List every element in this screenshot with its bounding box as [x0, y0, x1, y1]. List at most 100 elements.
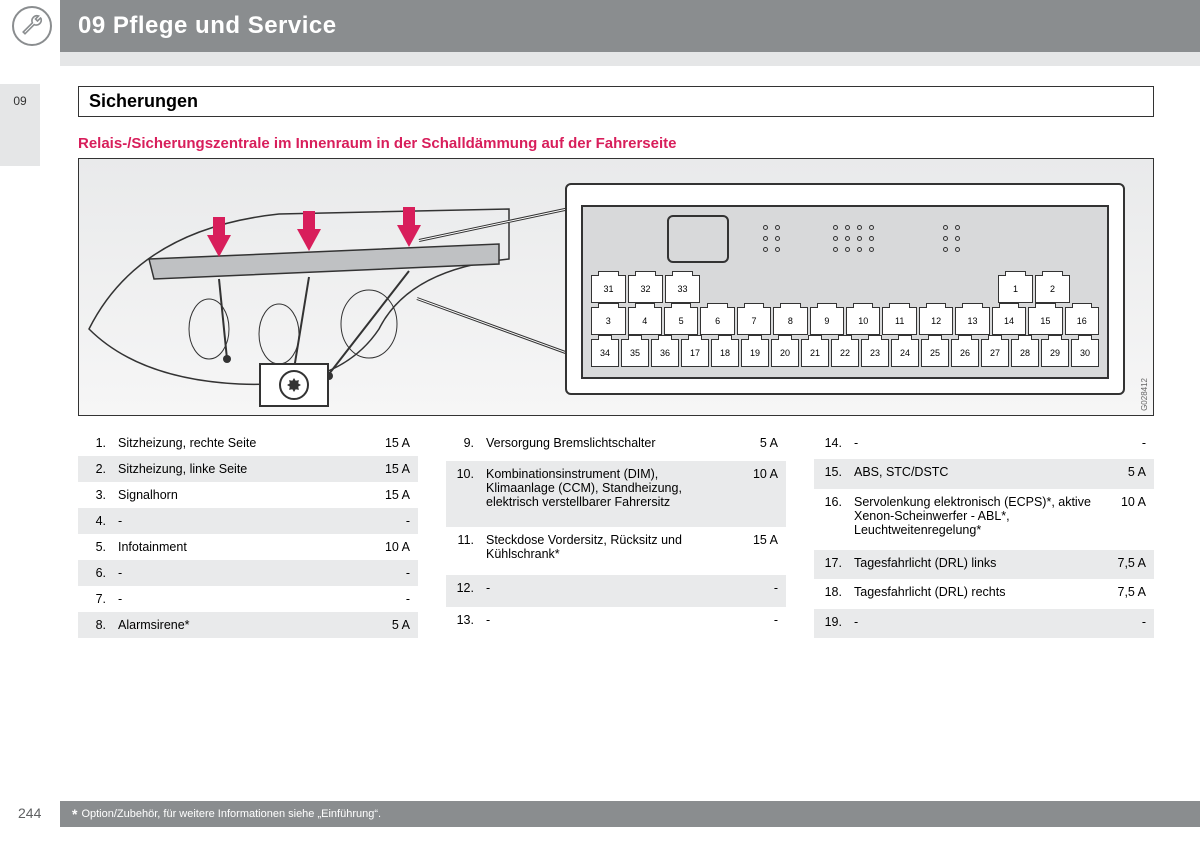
- fuse-num: 11.: [446, 527, 478, 575]
- chapter-title: 09 Pflege und Service: [78, 12, 337, 40]
- relay-box: [667, 215, 729, 263]
- fuse-amp: 5 A: [734, 430, 786, 461]
- diagram-code: G028412: [1140, 378, 1149, 411]
- fuse-amp: -: [734, 575, 786, 606]
- chapter-header: 09 Pflege und Service: [60, 0, 1200, 52]
- fuse-num: 6.: [78, 560, 110, 586]
- fuse-slot: 22: [831, 339, 859, 367]
- fuse-slot: 36: [651, 339, 679, 367]
- fuse-num: 16.: [814, 489, 846, 550]
- fuse-desc: -: [110, 586, 366, 612]
- fuse-amp: -: [734, 607, 786, 638]
- fuse-slot: 6: [700, 307, 734, 335]
- fuse-table-2: 9.Versorgung Bremslichtschalter5 A10.Kom…: [446, 430, 786, 638]
- fuse-num: 10.: [446, 461, 478, 526]
- fuse-slot: 32: [628, 275, 663, 303]
- table-row: 8.Alarmsirene*5 A: [78, 612, 418, 638]
- wrench-icon: [12, 6, 52, 46]
- fuse-desc: -: [846, 609, 1102, 638]
- table-row: 18.Tagesfahrlicht (DRL) rechts7,5 A: [814, 579, 1154, 608]
- fuse-desc: -: [110, 508, 366, 534]
- fuse-amp: 15 A: [734, 527, 786, 575]
- fuse-desc: Versorgung Bremslichtschalter: [478, 430, 734, 461]
- fuse-desc: -: [110, 560, 366, 586]
- fuse-slot: 4: [628, 307, 662, 335]
- fuse-desc: Steckdose Vordersitz, Rücksitz und Kühls…: [478, 527, 734, 575]
- fuse-num: 4.: [78, 508, 110, 534]
- table-row: 13.--: [446, 607, 786, 638]
- fuse-desc: Kombinationsinstrument (DIM), Klimaanlag…: [478, 461, 734, 526]
- fuse-slot: 25: [921, 339, 949, 367]
- fuse-desc: Signalhorn: [110, 482, 366, 508]
- fuse-slot: 15: [1028, 307, 1062, 335]
- fuse-amp: 7,5 A: [1102, 550, 1154, 579]
- fuse-amp: 10 A: [366, 534, 418, 560]
- fuse-amp: 5 A: [1102, 459, 1154, 488]
- fuse-amp: -: [1102, 609, 1154, 638]
- fuse-num: 7.: [78, 586, 110, 612]
- fuse-panel: 31323312 345678910111213141516 343536171…: [565, 183, 1125, 395]
- fuse-num: 14.: [814, 430, 846, 459]
- table-row: 1.Sitzheizung, rechte Seite15 A: [78, 430, 418, 456]
- subheading: Relais-/Sicherungszentrale im Innenraum …: [78, 135, 1154, 152]
- fuse-desc: Tagesfahrlicht (DRL) links: [846, 550, 1102, 579]
- fuse-desc: ABS, STC/DSTC: [846, 459, 1102, 488]
- fuse-slot: 1: [998, 275, 1033, 303]
- table-row: 9.Versorgung Bremslichtschalter5 A: [446, 430, 786, 461]
- fuse-slot: 29: [1041, 339, 1069, 367]
- fuse-num: 13.: [446, 607, 478, 638]
- table-row: 15.ABS, STC/DSTC5 A: [814, 459, 1154, 488]
- fuse-slot: 30: [1071, 339, 1099, 367]
- table-row: 19.--: [814, 609, 1154, 638]
- table-row: 6.--: [78, 560, 418, 586]
- fuse-slot: 28: [1011, 339, 1039, 367]
- contact-dots: [763, 225, 781, 252]
- fuse-num: 5.: [78, 534, 110, 560]
- fuse-slot: 31: [591, 275, 626, 303]
- table-row: 10.Kombinationsinstrument (DIM), Klimaan…: [446, 461, 786, 526]
- table-row: 11.Steckdose Vordersitz, Rücksitz und Kü…: [446, 527, 786, 575]
- fuse-slot: 9: [810, 307, 844, 335]
- fuse-slot: 23: [861, 339, 889, 367]
- fuse-slot: 11: [882, 307, 916, 335]
- bolt-detail: [259, 363, 329, 407]
- footnote-text: Option/Zubehör, für weitere Informatione…: [81, 808, 381, 820]
- header-underline: [60, 52, 1200, 66]
- fuse-amp: 5 A: [366, 612, 418, 638]
- fuse-desc: -: [478, 575, 734, 606]
- footnote-marker: *: [72, 806, 77, 822]
- fuse-amp: -: [366, 508, 418, 534]
- fuse-slot: 26: [951, 339, 979, 367]
- fuse-slot: 13: [955, 307, 989, 335]
- fuse-table-3: 14.--15.ABS, STC/DSTC5 A16.Servolenkung …: [814, 430, 1154, 638]
- page-number: 244: [18, 805, 41, 821]
- side-tab: 09: [0, 84, 40, 166]
- fuse-slot: 24: [891, 339, 919, 367]
- table-row: 2.Sitzheizung, linke Seite15 A: [78, 456, 418, 482]
- fuse-slot: 12: [919, 307, 953, 335]
- fuse-slot: 5: [664, 307, 698, 335]
- fuse-desc: Sitzheizung, linke Seite: [110, 456, 366, 482]
- fuse-desc: Alarmsirene*: [110, 612, 366, 638]
- fuse-num: 19.: [814, 609, 846, 638]
- section-title-box: Sicherungen: [78, 86, 1154, 117]
- fuse-num: 9.: [446, 430, 478, 461]
- fuse-slot: 20: [771, 339, 799, 367]
- fuse-amp: -: [366, 560, 418, 586]
- footer: 244 * Option/Zubehör, für weitere Inform…: [0, 801, 1200, 827]
- fuse-diagram: 31323312 345678910111213141516 343536171…: [78, 158, 1154, 416]
- fuse-num: 8.: [78, 612, 110, 638]
- fuse-amp: -: [1102, 430, 1154, 459]
- table-row: 14.--: [814, 430, 1154, 459]
- fuse-slot: 35: [621, 339, 649, 367]
- fuse-rows: 31323312 345678910111213141516 343536171…: [591, 271, 1099, 367]
- fuse-amp: 7,5 A: [1102, 579, 1154, 608]
- table-row: 7.--: [78, 586, 418, 612]
- fuse-num: 1.: [78, 430, 110, 456]
- fuse-slot: 17: [681, 339, 709, 367]
- fuse-num: 2.: [78, 456, 110, 482]
- fuse-desc: -: [846, 430, 1102, 459]
- fuse-desc: Sitzheizung, rechte Seite: [110, 430, 366, 456]
- fuse-desc: Infotainment: [110, 534, 366, 560]
- table-row: 17.Tagesfahrlicht (DRL) links7,5 A: [814, 550, 1154, 579]
